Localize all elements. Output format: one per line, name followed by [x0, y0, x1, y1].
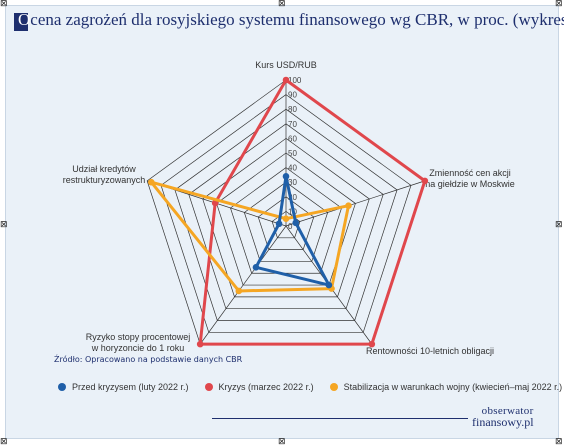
series-line-0 [254, 174, 331, 287]
logo-line-1: obserwator [481, 405, 534, 417]
tick-label-40: 40 [288, 164, 297, 173]
grid-ring-90 [160, 94, 412, 333]
grid-ring-80 [174, 108, 398, 321]
series-2-point-4 [148, 178, 155, 186]
tick-label-60: 60 [288, 134, 297, 143]
axis-label-0-line-0: Kurs USD/RUB [255, 60, 317, 70]
grid-ring-30 [243, 181, 329, 262]
axis-label-3-line-1: w horyzoncie do 1 roku [91, 343, 185, 353]
axis-label-4: Udział kredytów restrukturyzowanych [63, 164, 146, 185]
series-1-point-0 [282, 76, 290, 84]
series-1-point-1 [421, 177, 429, 185]
series-line-1 [198, 78, 427, 346]
publisher-logo: obserwator finansowy.pl [472, 405, 534, 429]
series-0-point-4 [275, 220, 283, 228]
legend-dot-stabilization [329, 383, 338, 391]
axis-label-2-line-0: Rentowności 10-letnich obligacji [366, 346, 494, 356]
legend-dot-before-crisis [58, 383, 66, 391]
registration-mark-bottom-left: ⊠ [0, 437, 8, 447]
axis-label-2: Rentowności 10-letnich obligacji [366, 346, 494, 356]
legend-label-crisis: Kryzys (marzec 2022 r.) [218, 382, 314, 392]
axis-label-3: Ryzyko stopy procentowej w horyzoncie do … [86, 332, 191, 353]
registration-mark-top-center: ⊠ [278, 0, 286, 9]
series-0-point-2 [325, 281, 333, 289]
axis-label-4-line-0: Udział kredytów [72, 164, 136, 174]
logo-line-2: finansowy.pl [472, 415, 534, 429]
axis-label-1-line-1: na giełdzie w Moskwie [425, 179, 515, 189]
series-2-point-0 [282, 215, 290, 222]
tick-label-20: 20 [288, 193, 297, 202]
legend-label-before-crisis: Przed kryzysem (luty 2022 r.) [72, 382, 189, 392]
title-first-letter: O [18, 10, 31, 29]
grid-ring-50 [216, 152, 356, 286]
grid-ring-60 [202, 137, 370, 298]
chart-title: Ocena zagrożeń dla rosyjskiego systemu f… [18, 10, 564, 30]
axis-label-1-line-0: Zmienność cen akcji [429, 168, 511, 178]
series-0-point-3 [252, 264, 260, 271]
grid-ring-70 [188, 123, 384, 310]
tick-label-30: 30 [288, 178, 297, 187]
tick-label-90: 90 [288, 91, 297, 100]
series-1-point-3 [196, 340, 204, 348]
registration-mark-mid-left: ⊠ [0, 220, 8, 230]
axis-label-3-line-0: Ryzyko stopy procentowej [86, 332, 191, 342]
source-note: Źródło: Opracowano na podstawie danych C… [54, 355, 243, 364]
series-2-point-3 [235, 287, 243, 295]
axis-label-4-line-1: restrukturyzowanych [63, 175, 146, 185]
series-0-point-1 [292, 219, 300, 227]
registration-mark-top-right: ⊠ [555, 0, 563, 9]
tick-label-80: 80 [288, 105, 297, 114]
legend: Przed kryzysem (luty 2022 r.) Kryzys (ma… [58, 380, 564, 394]
axis-label-0: Kurs USD/RUB [255, 60, 317, 70]
title-accent-bar [14, 13, 28, 31]
registration-mark-bottom-right: ⊠ [555, 437, 563, 447]
spoke-3 [199, 225, 287, 345]
spoke-1 [285, 180, 425, 227]
tick-label-70: 70 [288, 120, 297, 129]
axis-label-1: Zmienność cen akcji na giełdzie w Moskwie [425, 168, 515, 189]
tick-label-100: 100 [288, 76, 302, 85]
series-0-point-0 [282, 173, 290, 180]
legend-item-before-crisis: Przed kryzysem (luty 2022 r.) [58, 382, 189, 392]
footer-line [212, 418, 468, 419]
legend-item-crisis: Kryzys (marzec 2022 r.) [204, 382, 314, 392]
series-line-2 [149, 180, 350, 293]
registration-mark-bottom-center: ⊠ [278, 437, 286, 447]
tick-label-50: 50 [288, 149, 297, 158]
chart-panel [5, 5, 559, 439]
legend-item-stabilization: Stabilizacja w warunkach wojny (kwiecień… [329, 382, 563, 392]
series-2-point-1 [345, 202, 352, 209]
legend-label-stabilization: Stabilizacja w warunkach wojny (kwiecień… [343, 382, 563, 392]
legend-dot-crisis [204, 383, 213, 391]
tick-label-0: 0 [288, 222, 293, 231]
title-rest: cena zagrożeń dla rosyjskiego systemu fi… [30, 10, 564, 29]
series-1-point-2 [368, 340, 376, 348]
registration-mark-top-left: ⊠ [0, 0, 8, 9]
grid-ring-10 [271, 210, 301, 239]
registration-mark-mid-right: ⊠ [555, 220, 563, 230]
